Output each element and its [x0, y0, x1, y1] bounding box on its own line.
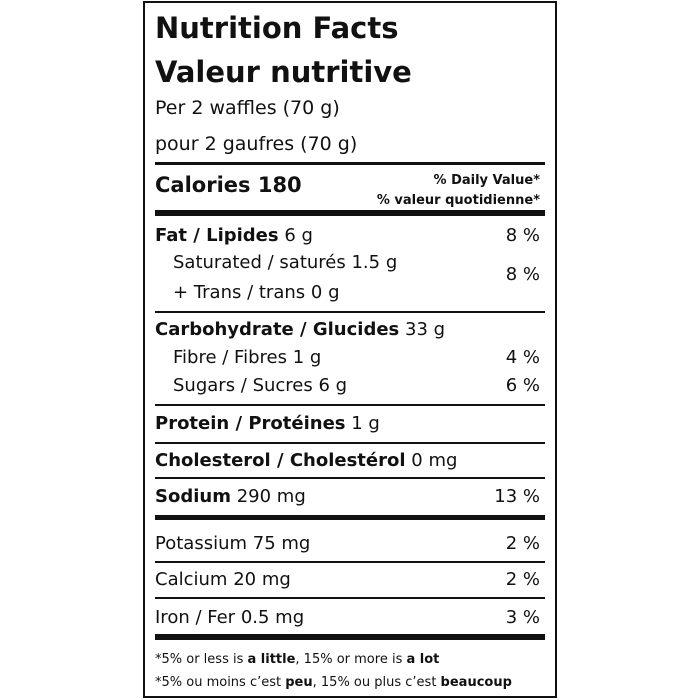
footnote-text: , 15% or more is: [295, 652, 407, 667]
title: Nutrition Facts: [155, 11, 399, 45]
rule: [155, 442, 545, 444]
daily-value: 2 %: [505, 533, 540, 554]
amount: 33 g: [405, 319, 446, 340]
row: Sugars / Sucres 6 g: [173, 374, 347, 398]
amount: 290 mg: [236, 486, 306, 507]
amount: 0.5 mg: [240, 607, 305, 628]
rule: [155, 210, 545, 216]
row: Fat / Lipides 6 g: [155, 224, 313, 248]
daily-value: 2 %: [505, 569, 540, 590]
row: Iron / Fer 0.5 mg: [155, 606, 304, 630]
rule: [155, 477, 545, 479]
amount: 75 mg: [252, 533, 311, 554]
nutrient: Calcium: [155, 569, 228, 590]
nutrient: Iron / Fer: [155, 607, 236, 628]
row: Sodium 290 mg: [155, 485, 306, 509]
amount: 0 g: [310, 282, 340, 303]
amount: 20 mg: [233, 569, 291, 590]
amount: 0 mg: [411, 450, 458, 471]
footnote-text: a little: [247, 652, 296, 667]
row: Carbohydrate / Glucides 33 g: [155, 318, 445, 342]
serving: Per 2 waffles (70 g): [155, 97, 340, 119]
amount: 6 g: [284, 225, 313, 246]
daily-value-header-fr: % valeur quotidienne*: [376, 193, 540, 208]
footnote-text: , 15% ou plus c’est: [312, 675, 441, 690]
nutrient: Saturated / saturés: [173, 252, 346, 273]
nutrient: Cholesterol / Cholestérol: [155, 450, 406, 471]
row: + Trans / trans 0 g: [173, 281, 340, 305]
amount: 1 g: [292, 347, 322, 368]
amount: 1 g: [351, 413, 380, 434]
daily-value: 3 %: [505, 607, 540, 628]
daily-value: 13 %: [494, 486, 540, 507]
calories: Calories 180: [155, 173, 302, 197]
footnote-text: *5% ou moins c’est: [155, 675, 286, 690]
rule: [155, 404, 545, 406]
rule: [155, 162, 545, 165]
rule: [155, 311, 545, 313]
row: Potassium 75 mg: [155, 532, 310, 556]
amount: 1.5 g: [351, 252, 398, 273]
nutrient: Sugars / Sucres: [173, 375, 313, 396]
rule: [155, 515, 545, 520]
footnote-text: *5% or less is: [155, 652, 248, 667]
nutrient: Fat / Lipides: [155, 225, 279, 246]
row: Fibre / Fibres 1 g: [173, 346, 321, 370]
rule: [155, 597, 545, 599]
row: Saturated / saturés 1.5 g: [173, 251, 397, 275]
nutrient: Protein / Protéines: [155, 413, 346, 434]
daily-value: 6 %: [505, 375, 540, 396]
footnote-text: peu: [285, 675, 313, 690]
nutrient: Carbohydrate / Glucides: [155, 319, 400, 340]
footnote-text: a lot: [406, 652, 440, 667]
daily-value: 4 %: [505, 347, 540, 368]
nutrient: Fibre / Fibres: [173, 347, 287, 368]
row: Calcium 20 mg: [155, 568, 291, 592]
rule: [155, 561, 545, 563]
title-fr: Valeur nutritive: [155, 55, 412, 89]
row: Cholesterol / Cholestérol 0 mg: [155, 449, 457, 473]
nutrient: Potassium: [155, 533, 248, 554]
daily-value: 8 %: [505, 264, 540, 285]
nutrient: + Trans / trans: [173, 282, 306, 303]
serving-fr: pour 2 gaufres (70 g): [155, 133, 358, 155]
rule: [155, 634, 545, 640]
footnote-text: beaucoup: [440, 675, 512, 690]
amount: 6 g: [318, 375, 348, 396]
nutrient: Sodium: [155, 486, 231, 507]
footnote: *5% or less is a little, 15% or more is …: [155, 651, 439, 669]
label-border: [143, 1, 557, 698]
calories-label: Calories: [155, 173, 251, 197]
daily-value-header: % Daily Value*: [433, 173, 540, 188]
calories-value: 180: [257, 173, 302, 197]
row: Protein / Protéines 1 g: [155, 412, 380, 436]
footnote-fr: *5% ou moins c’est peu, 15% ou plus c’es…: [155, 674, 512, 692]
daily-value: 8 %: [505, 225, 540, 246]
